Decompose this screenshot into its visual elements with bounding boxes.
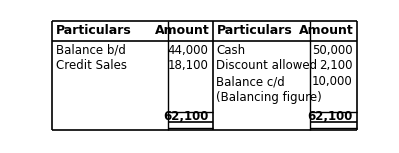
Text: Discount allowed: Discount allowed [217, 59, 318, 72]
Text: 62,100: 62,100 [163, 110, 209, 123]
Text: Credit Sales: Credit Sales [56, 59, 127, 72]
Text: 44,000: 44,000 [168, 44, 209, 57]
Text: 2,100: 2,100 [320, 59, 353, 72]
Text: (Balancing figure): (Balancing figure) [217, 91, 322, 104]
Text: Particulars: Particulars [217, 24, 292, 37]
Text: Amount: Amount [155, 24, 209, 37]
Text: Particulars: Particulars [56, 24, 132, 37]
Text: 10,000: 10,000 [312, 75, 353, 88]
Text: 18,100: 18,100 [168, 59, 209, 72]
Text: 50,000: 50,000 [312, 44, 353, 57]
Text: Balance c/d: Balance c/d [217, 75, 285, 88]
Text: Cash: Cash [217, 44, 246, 57]
Text: 62,100: 62,100 [308, 110, 353, 123]
Text: Amount: Amount [299, 24, 354, 37]
Text: Balance b/d: Balance b/d [56, 44, 126, 57]
